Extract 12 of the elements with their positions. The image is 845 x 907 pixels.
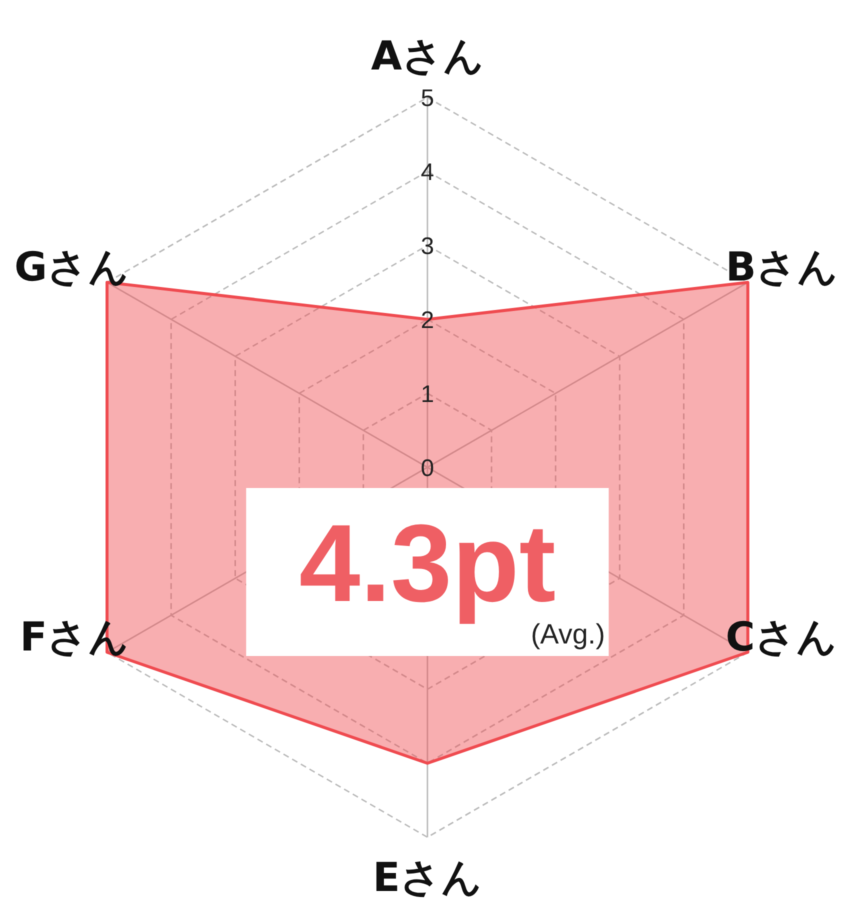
spoke-label: Gさん (14, 244, 130, 291)
y-tick-label: 5 (420, 84, 434, 112)
y-tick-label: 4 (420, 158, 434, 186)
spoke-label: Aさん (370, 34, 484, 80)
y-tick-label: 3 (420, 232, 434, 260)
y-tick-label: 1 (420, 380, 434, 408)
y-tick-label: 0 (420, 454, 434, 482)
spoke-label: Cさん (726, 614, 837, 660)
y-tick-label: 2 (420, 306, 434, 334)
spoke-label: Eさん (372, 854, 482, 901)
spoke-label: Fさん (20, 614, 130, 660)
spoke-label: Bさん (726, 244, 838, 291)
